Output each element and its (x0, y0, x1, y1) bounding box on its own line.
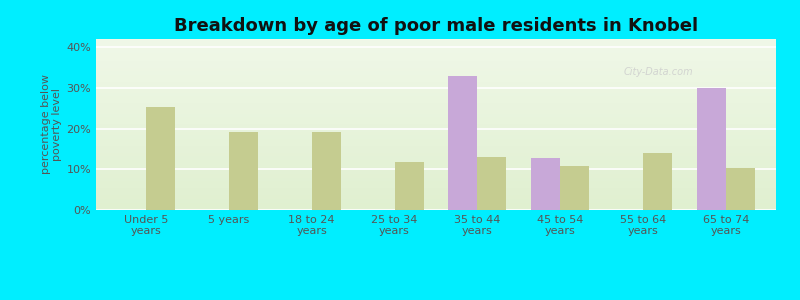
Bar (726, 168, 755, 210)
Bar (643, 153, 672, 210)
Bar (312, 132, 341, 210)
Bar (394, 162, 423, 210)
Bar (146, 107, 174, 210)
Bar (449, 76, 478, 210)
Bar (478, 158, 506, 210)
Bar (560, 166, 590, 210)
Bar (698, 88, 726, 210)
Title: Breakdown by age of poor male residents in Knobel: Breakdown by age of poor male residents … (174, 17, 698, 35)
Y-axis label: percentage below
poverty level: percentage below poverty level (41, 74, 62, 175)
Text: City-Data.com: City-Data.com (624, 67, 694, 77)
Bar (531, 158, 560, 210)
Bar (229, 132, 258, 210)
